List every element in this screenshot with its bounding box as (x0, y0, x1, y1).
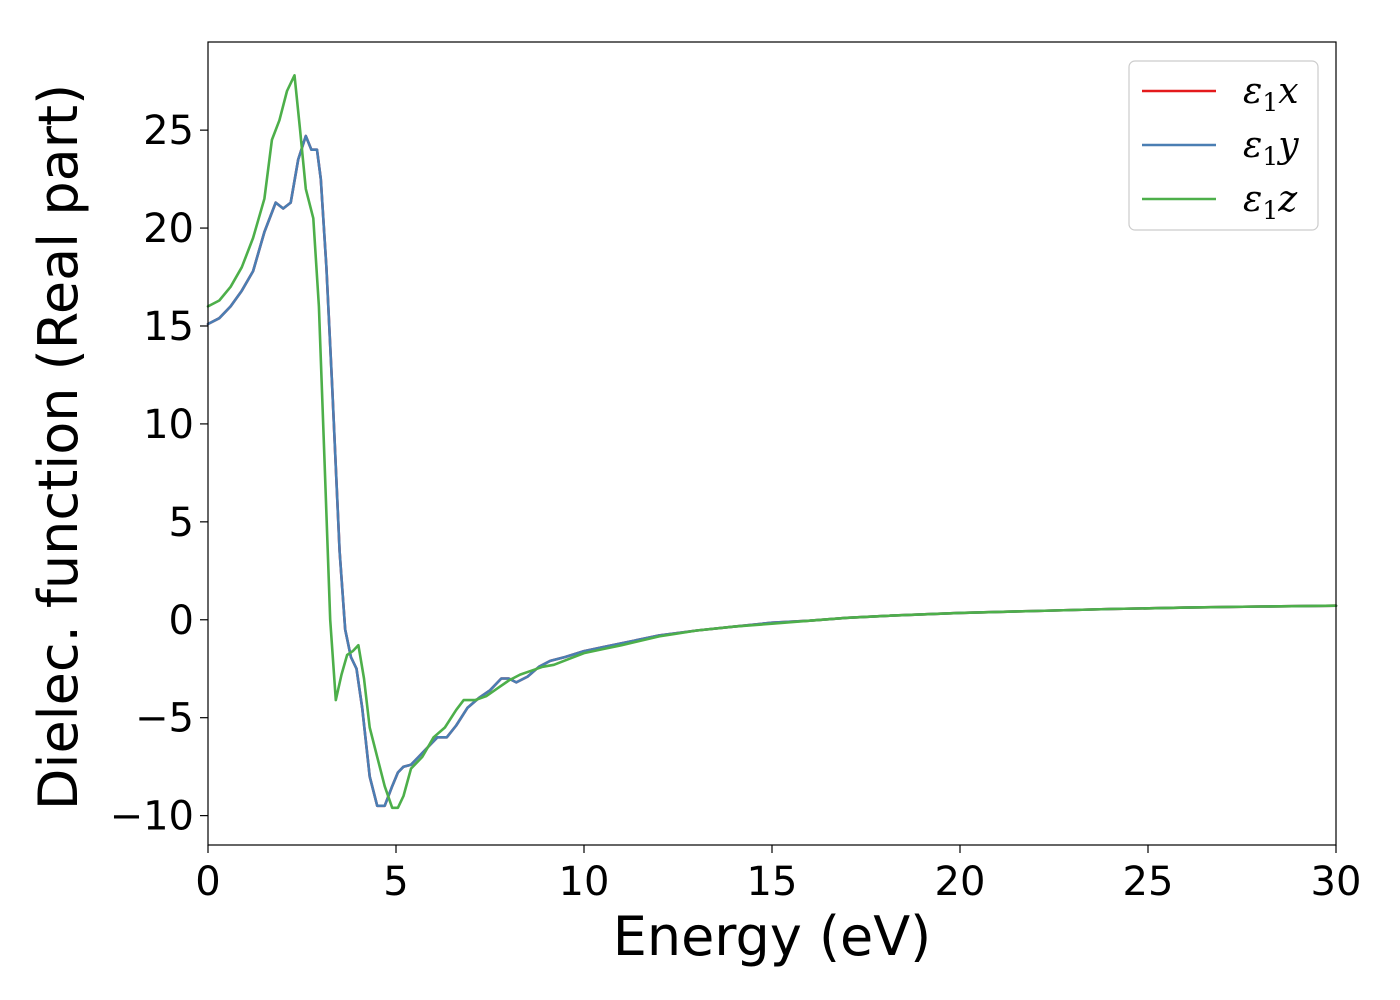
y-axis-ticks: −10 −5 0 5 10 15 20 25 (110, 108, 208, 840)
x-axis-title: Energy (eV) (613, 905, 932, 968)
x-tick-label: 15 (747, 859, 798, 905)
x-tick-label: 0 (195, 859, 220, 905)
y-tick-label: 15 (143, 304, 194, 350)
legend-label-z: ε1z (1243, 179, 1298, 225)
legend-label-y: ε1y (1243, 125, 1299, 171)
plot-lines (206, 74, 1338, 810)
x-tick-label: 10 (559, 859, 610, 905)
legend-label-x: ε1x (1243, 71, 1299, 117)
y-tick-label: 25 (143, 108, 194, 154)
x-tick-label: 25 (1123, 859, 1174, 905)
x-tick-label: 20 (935, 859, 986, 905)
y-tick-label: −5 (135, 696, 194, 742)
x-tick-label: 5 (383, 859, 408, 905)
y-tick-label: 5 (169, 500, 194, 546)
plot-frame (207, 41, 1337, 846)
y-tick-label: 20 (143, 206, 194, 252)
x-axis-ticks: 0 5 10 15 20 25 30 (195, 845, 1361, 905)
series-line-x (206, 134, 1338, 808)
legend: ε1x ε1y ε1z (1128, 60, 1319, 231)
y-tick-label: 0 (169, 598, 194, 644)
y-axis-title: Dielec. function (Real part) (27, 84, 90, 810)
y-tick-label: −10 (110, 794, 194, 840)
series-line-y (206, 134, 1338, 808)
legend-frame (1128, 60, 1319, 231)
series-line-z (206, 74, 1338, 810)
x-tick-label: 30 (1311, 859, 1362, 905)
y-tick-label: 10 (143, 402, 194, 448)
